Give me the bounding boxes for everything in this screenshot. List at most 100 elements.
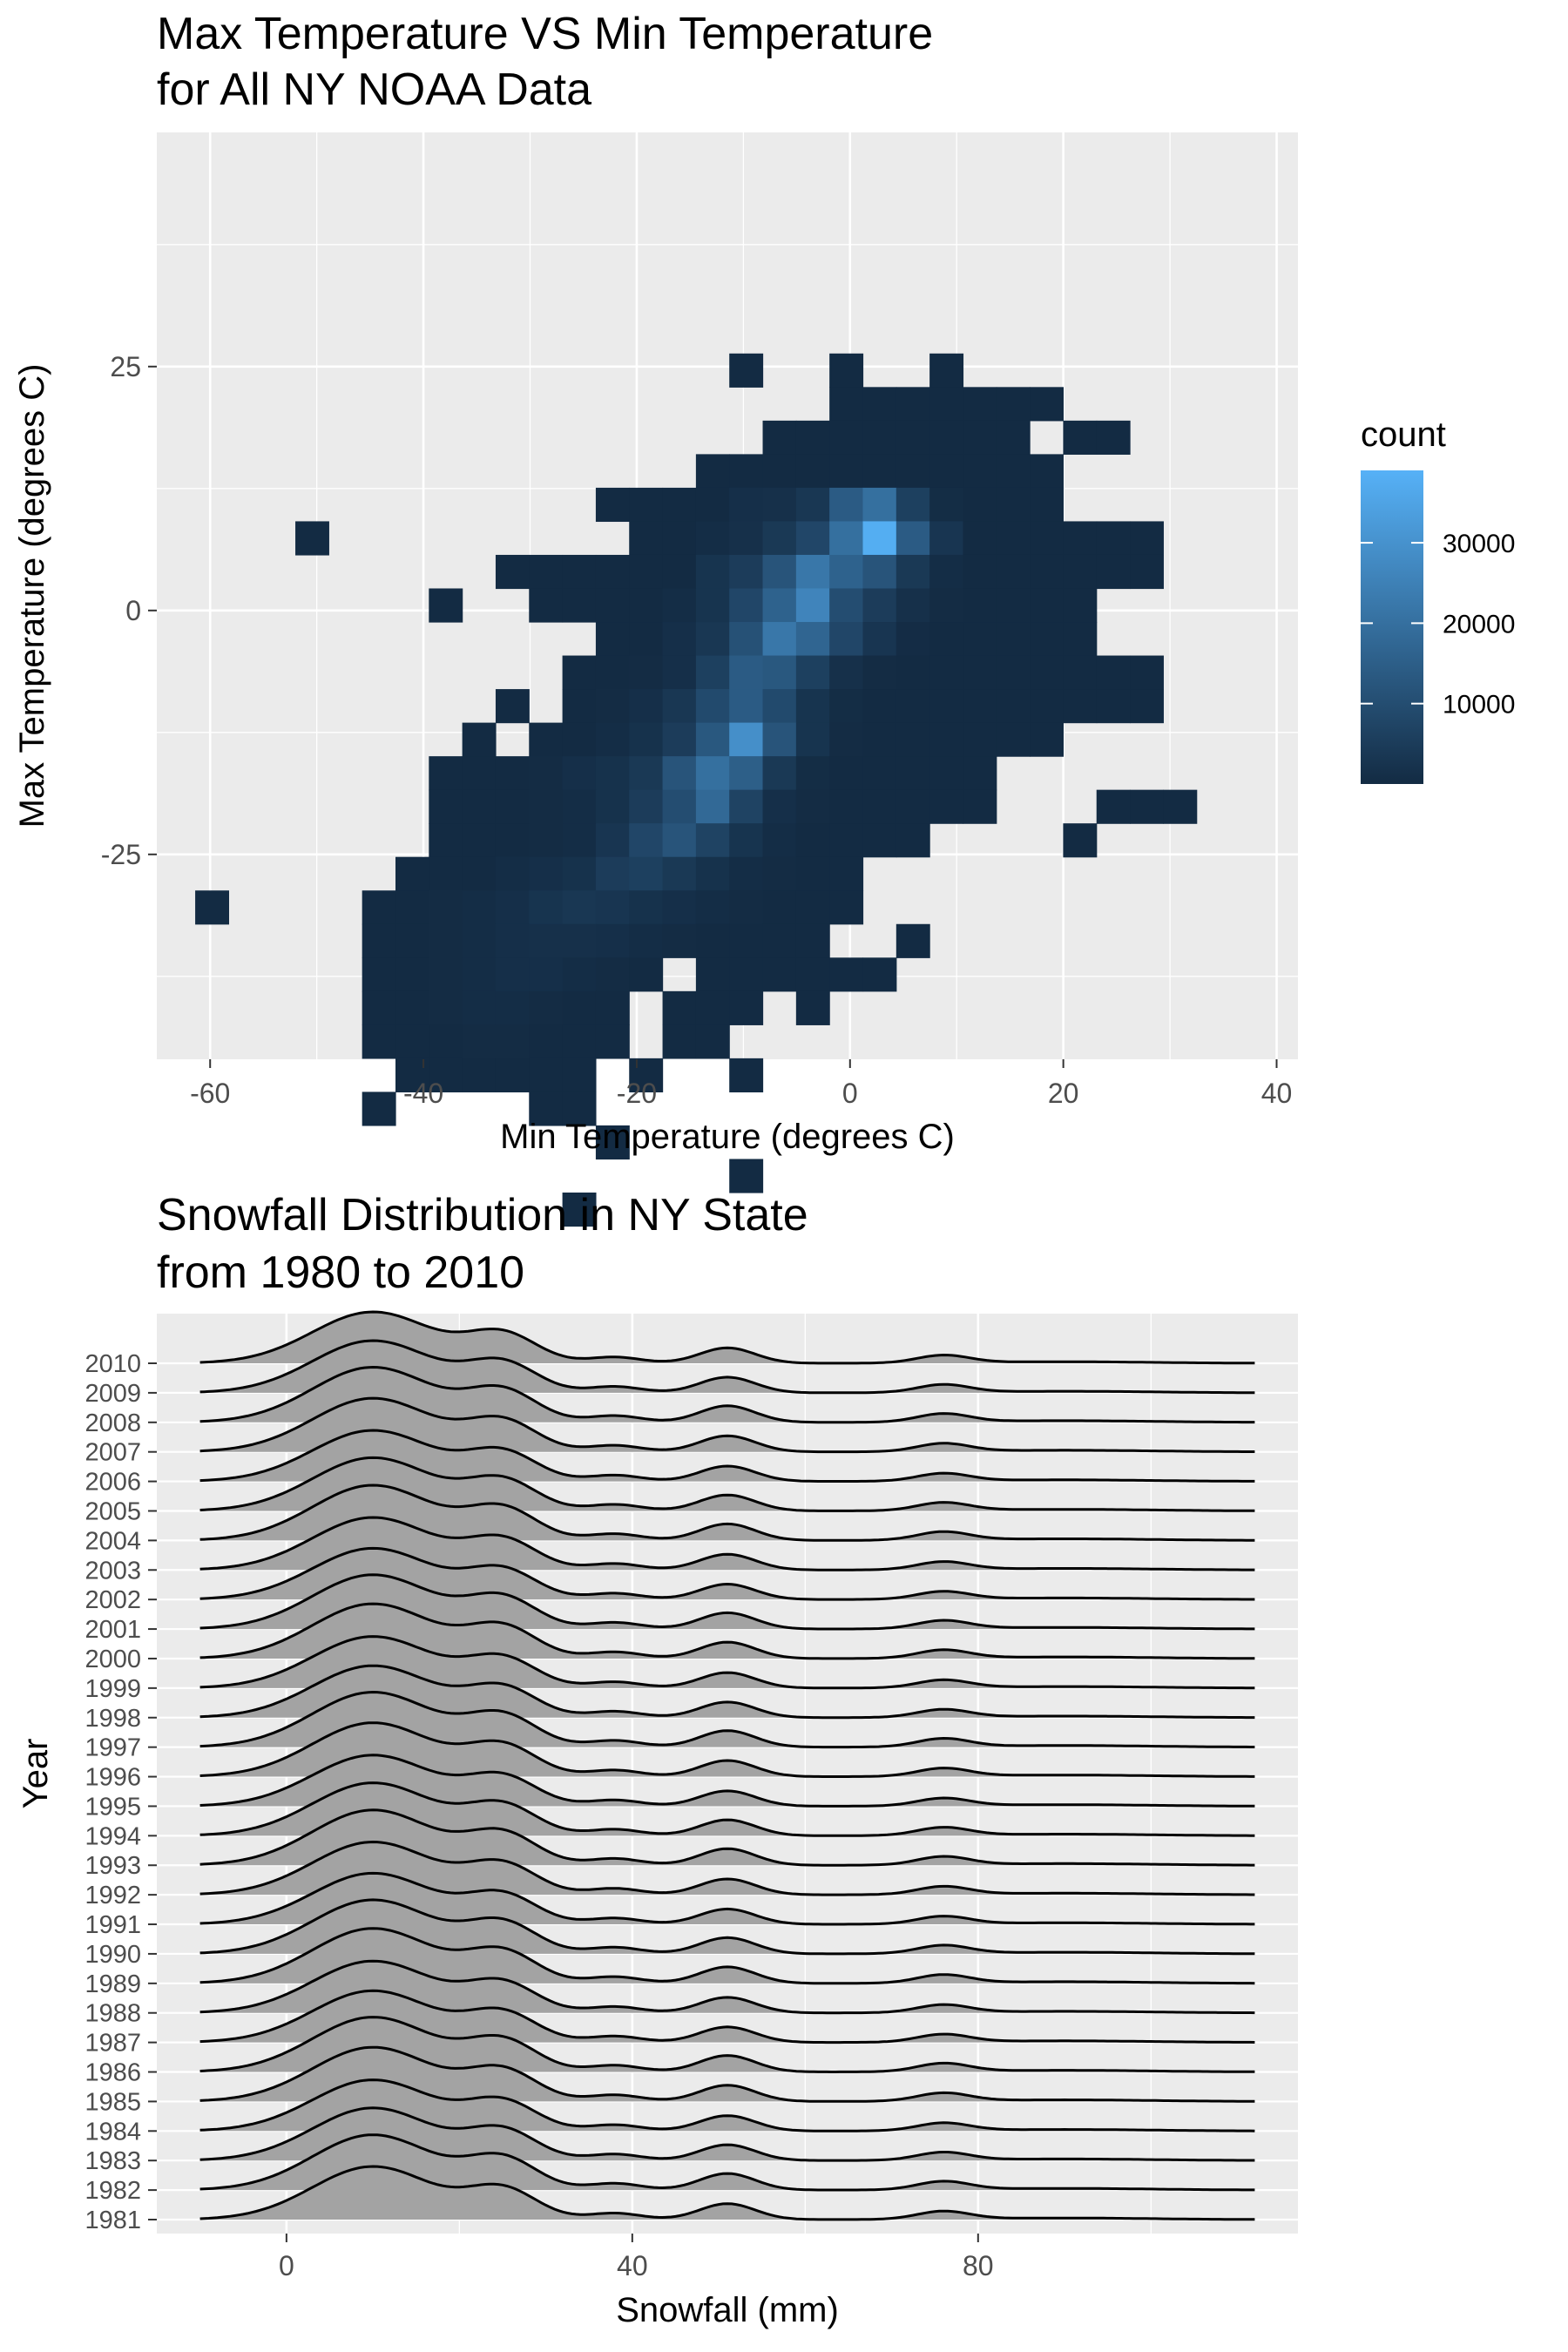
heatmap-cell <box>896 521 930 556</box>
heatmap-cell <box>729 990 764 1025</box>
heatmap-cell <box>495 1058 530 1093</box>
heatmap-cell <box>1030 588 1064 623</box>
heatmap-cell <box>462 1024 497 1059</box>
heatmap-cell <box>429 990 463 1025</box>
heatmap-cell <box>562 756 597 791</box>
heatmap-cell <box>429 1058 463 1093</box>
heatmap-cell <box>395 856 429 891</box>
heatmap-cell <box>595 1125 630 1160</box>
heatmap-cell <box>629 622 664 657</box>
heatmap-cell <box>996 689 1031 724</box>
ridge-line <box>199 1516 1255 1571</box>
y-tick-label: 2005 <box>84 1497 141 1525</box>
heatmap-cell <box>529 823 564 858</box>
heatmap-cell <box>729 856 764 891</box>
heatmap-cell <box>729 487 764 523</box>
heatmap-cell <box>1096 689 1131 724</box>
ridge-1986 <box>199 2016 1255 2073</box>
heatmap-cell <box>862 655 897 690</box>
heatmap-cell <box>862 756 897 791</box>
ridge-2005 <box>199 1456 1255 1512</box>
heatmap-cell <box>595 823 630 858</box>
heatmap-cell <box>896 487 930 523</box>
ridge-1992 <box>199 1840 1255 1896</box>
y-tick-label: 1988 <box>84 2000 141 2028</box>
ridgeline-y-axis-label: Year <box>17 1739 55 1809</box>
ridge-1997 <box>199 1690 1255 1749</box>
heatmap-cell <box>695 923 730 958</box>
heatmap-cell <box>562 722 597 757</box>
y-tick-label: 2004 <box>84 1527 141 1555</box>
heatmap-cell <box>762 420 797 455</box>
heatmap-cell <box>795 554 830 590</box>
heatmap-cell <box>829 789 864 824</box>
ridge-line <box>199 1484 1255 1542</box>
x-tick-label: 40 <box>617 2250 648 2281</box>
y-tick-label: 1981 <box>84 2207 141 2234</box>
heatmap-cell <box>762 756 797 791</box>
heatmap-cell <box>1030 521 1064 556</box>
heatmap-cell <box>929 353 964 388</box>
heatmap-cell <box>495 789 530 824</box>
heatmap-cell <box>963 655 997 690</box>
heatmap-cell <box>562 588 597 623</box>
y-tick-label: 2008 <box>84 1409 141 1437</box>
heatmap-cell <box>795 454 830 489</box>
heatmap-cell <box>1030 722 1064 757</box>
heatmap-cell <box>795 689 830 724</box>
heatmap-cell <box>963 454 997 489</box>
y-tick-label: 1999 <box>84 1675 141 1703</box>
heatmap-cell <box>1096 554 1131 590</box>
heatmap-cell <box>729 756 764 791</box>
heatmap-y-axis-label: Max Temperature (degrees C) <box>13 364 51 828</box>
heatmap-cell <box>929 756 964 791</box>
x-tick-label: -40 <box>403 1078 443 1109</box>
ridge-2004 <box>199 1484 1255 1542</box>
heatmap-cell <box>1130 789 1164 824</box>
ridge-fill <box>199 1430 1255 1482</box>
heatmap-cell <box>896 756 930 791</box>
ridge-fill <box>199 1485 1255 1541</box>
ridge-1989 <box>199 1927 1255 1985</box>
heatmap-cell <box>862 487 897 523</box>
heatmap-cell <box>1096 655 1131 690</box>
ridge-2000 <box>199 1602 1255 1660</box>
ridge-line <box>199 1429 1255 1483</box>
heatmap-cell <box>729 957 764 992</box>
ridge-fill <box>199 1666 1255 1718</box>
heatmap-cell <box>629 789 664 824</box>
ridge-2001 <box>199 1573 1255 1631</box>
ridge-fill <box>199 1341 1255 1393</box>
y-tick-label: 1993 <box>84 1852 141 1880</box>
legend-colorbar <box>1361 470 1423 784</box>
heatmap-cell <box>462 990 497 1025</box>
heatmap-cell <box>629 588 664 623</box>
heatmap-cell <box>1063 622 1098 657</box>
ridge-line <box>199 1546 1255 1601</box>
heatmap-cell <box>629 689 664 724</box>
ridge-line <box>199 1927 1255 1985</box>
ridge-fill <box>199 1809 1255 1866</box>
ridge-2003 <box>199 1516 1255 1571</box>
heatmap-cell <box>362 990 396 1025</box>
heatmap-cell <box>795 588 830 623</box>
heatmap-cell <box>795 789 830 824</box>
heatmap-cell <box>562 689 597 724</box>
heatmap-cell <box>929 420 964 455</box>
heatmap-cell <box>862 387 897 422</box>
heatmap-cell <box>795 990 830 1025</box>
ridge-fill <box>199 2017 1255 2072</box>
heatmap-cell <box>929 689 964 724</box>
ridge-fill <box>199 1990 1255 2043</box>
heatmap-cell <box>1163 789 1198 824</box>
heatmap-cell <box>562 923 597 958</box>
heatmap-cell <box>963 789 997 824</box>
heatmap-cell <box>629 856 664 891</box>
y-tick-label: 1984 <box>84 2118 141 2146</box>
heatmap-cell <box>462 856 497 891</box>
heatmap-cell <box>1030 689 1064 724</box>
heatmap-cell <box>595 890 630 925</box>
ridge-fill <box>199 1548 1255 1600</box>
heatmap-cell <box>362 1092 396 1126</box>
ridge-line <box>199 1339 1255 1395</box>
